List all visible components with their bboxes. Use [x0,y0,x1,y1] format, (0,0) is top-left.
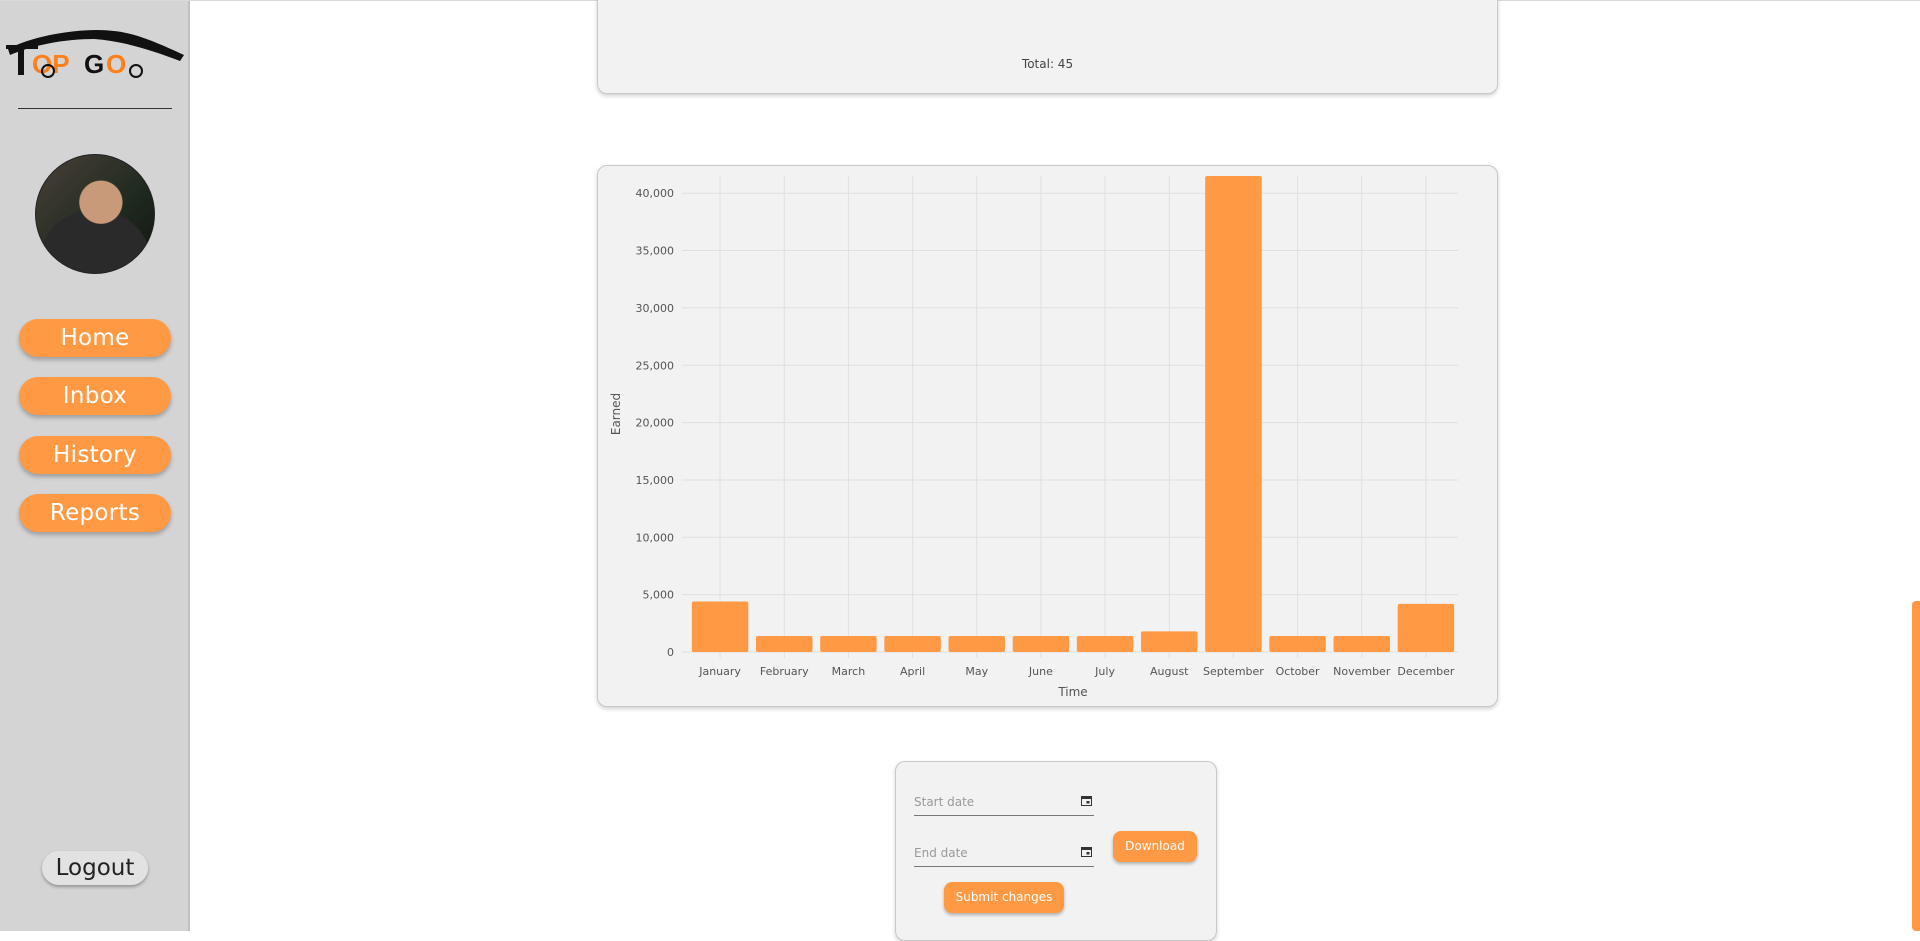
x-tick-label: January [698,665,741,678]
x-tick-label: December [1397,665,1455,678]
nav-inbox-button[interactable]: Inbox [19,377,171,415]
report-form-card: Start date End date Download Submit chan… [895,761,1217,941]
bar-july [1076,635,1134,652]
y-tick-label: 10,000 [636,531,675,544]
x-tick-label: November [1333,665,1391,678]
bar-may [948,635,1005,652]
earnings-chart-card: 0 5,000 10,000 15,000 20,000 25,000 30,000 35,0… [597,165,1498,707]
user-avatar[interactable] [35,154,155,274]
bar-september [1205,176,1262,652]
x-tick-label: June [1028,665,1053,678]
earnings-bar-chart: 0 5,000 10,000 15,000 20,000 25,000 30,000 35,0… [609,176,1458,699]
topgo-logo[interactable]: OP G O [4,27,186,83]
end-date-field[interactable]: End date [914,844,1094,867]
bar-january [691,601,749,652]
bar-november [1333,635,1390,652]
nav-reports-button[interactable]: Reports [19,494,171,532]
y-tick-label: 5,000 [643,589,675,602]
x-tick-label: September [1203,665,1264,678]
svg-text:OP: OP [32,49,70,79]
x-tick-label: July [1094,665,1115,678]
bar-june [1012,635,1070,652]
x-tick-label: October [1276,665,1320,678]
svg-text:G: G [84,49,104,79]
download-button[interactable]: Download [1113,831,1197,862]
sidebar: OP G O Home Inbox History Reports Logout [0,1,190,931]
x-tick-label: August [1150,665,1189,678]
bar-february [756,635,813,652]
stats-card: Total: 45 [597,0,1498,94]
end-date-placeholder: End date [914,846,968,860]
y-tick-label: 30,000 [636,302,675,315]
start-date-placeholder: Start date [914,795,975,809]
logout-button[interactable]: Logout [42,851,148,885]
y-tick-label: 15,000 [636,474,675,487]
start-date-field[interactable]: Start date [914,793,1094,816]
x-tick-label: March [832,665,866,678]
y-axis-title: Earned [609,393,623,435]
x-tick-label: May [965,665,988,678]
x-tick-label: April [900,665,925,678]
bar-august [1141,631,1198,652]
nav-home-button[interactable]: Home [19,319,171,357]
y-tick-label: 20,000 [636,417,675,430]
calendar-icon[interactable] [1081,795,1092,806]
y-tick-label: 40,000 [636,187,675,200]
scrollbar-thumb[interactable] [1912,601,1920,931]
submit-changes-button[interactable]: Submit changes [944,882,1064,913]
x-tick-label: February [760,665,809,678]
calendar-icon[interactable] [1081,846,1092,857]
bar-october [1269,635,1326,652]
total-label: Total: 45 [1021,57,1074,71]
y-tick-label: 25,000 [636,359,675,372]
bar-december [1397,603,1455,652]
bar-april [884,635,941,652]
nav-history-button[interactable]: History [19,436,171,474]
svg-text:O: O [106,49,126,79]
x-axis-title: Time [1057,685,1087,699]
logo-divider [18,108,172,109]
y-tick-label: 35,000 [636,245,675,258]
y-tick-label: 0 [667,646,674,659]
bar-march [820,635,877,652]
